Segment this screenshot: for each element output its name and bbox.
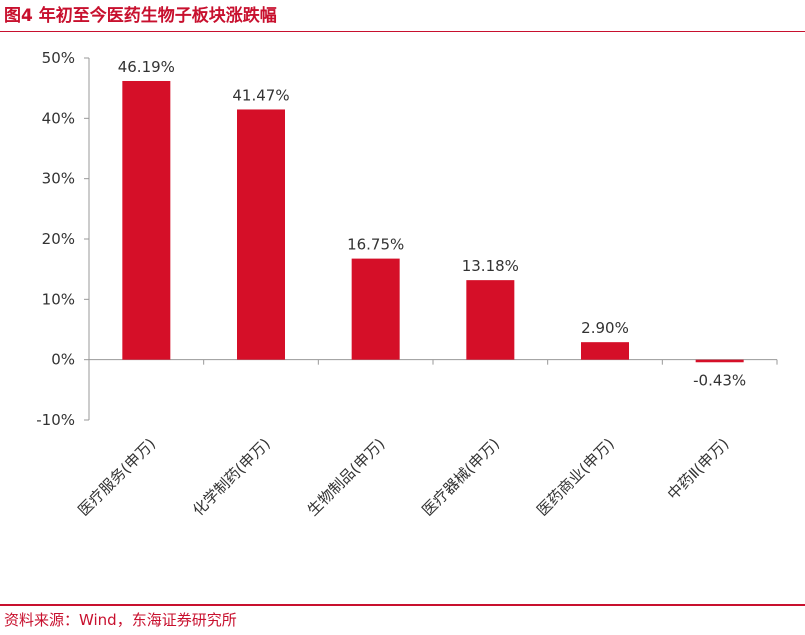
bar	[695, 359, 744, 363]
source-note: 资料来源：Wind，东海证券研究所	[4, 611, 237, 629]
y-tick-label: 0%	[51, 351, 75, 369]
data-label: 41.47%	[232, 86, 289, 104]
bar	[581, 342, 629, 360]
y-tick-label: 20%	[42, 230, 75, 248]
title-rule	[0, 31, 805, 32]
data-label: 2.90%	[581, 319, 629, 337]
y-tick-label: 40%	[42, 109, 75, 127]
y-tick-label: 30%	[42, 170, 75, 188]
y-tick-label: -10%	[36, 411, 75, 429]
x-tick-label: 中药Ⅱ(申万)	[664, 435, 733, 504]
bar	[466, 280, 515, 360]
y-tick-label: 10%	[42, 290, 75, 308]
x-tick-label: 医药商业(申万)	[533, 435, 618, 520]
x-tick-label: 医疗服务(申万)	[75, 435, 160, 520]
x-tick-label: 医疗器械(申万)	[419, 435, 504, 520]
y-tick-label: 50%	[42, 49, 75, 67]
x-tick-label: 化学制药(申万)	[189, 435, 274, 520]
bar	[351, 258, 400, 360]
bar	[237, 109, 285, 360]
data-label: -0.43%	[693, 371, 746, 389]
bar	[122, 80, 171, 360]
plot-area: 50% 40% 30% 20% 10% 0% -10% 46.19% 医疗服务(申万) 41.47…	[36, 49, 778, 520]
x-tick-label: 生物制品(申万)	[304, 435, 389, 520]
bar-chart: 50% 40% 30% 20% 10% 0% -10% 46.19% 医疗服务(申万) 41.47…	[36, 49, 778, 520]
source-rule	[0, 604, 805, 606]
data-label: 16.75%	[347, 236, 404, 254]
figure-title: 图4 年初至今医药生物子板块涨跌幅	[4, 6, 277, 26]
data-label: 46.19%	[118, 58, 175, 76]
data-label: 13.18%	[462, 257, 519, 275]
